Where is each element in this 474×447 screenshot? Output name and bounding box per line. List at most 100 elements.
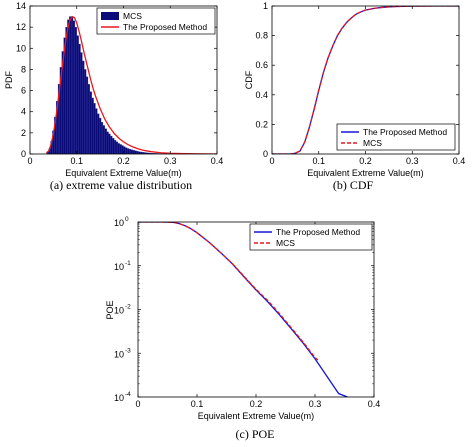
x-tick-label: 0.4 (453, 156, 466, 166)
histogram-bar (102, 125, 105, 154)
legend-label: MCS (276, 238, 295, 248)
histogram-bar (130, 149, 133, 154)
x-tick-label: 0 (27, 156, 32, 166)
y-tick-label: 10 (16, 43, 26, 53)
histogram-bar (70, 16, 74, 154)
y-tick-exponent: 0 (125, 216, 129, 223)
histogram-bar (93, 103, 96, 154)
x-axis-label: Equivalent Extreme Value(m) (65, 168, 181, 178)
y-axis-label: CDF (244, 70, 254, 89)
histogram-bar (136, 151, 139, 154)
x-tick-label: 0 (269, 156, 274, 166)
histogram-bar (85, 76, 89, 154)
histogram-bar (95, 108, 98, 154)
x-axis-label: Equivalent Extreme Value(m) (307, 168, 423, 178)
histogram-bar (104, 128, 107, 154)
panel-caption: (c) POE (236, 427, 275, 441)
y-tick-label: 10 (114, 262, 124, 272)
x-tick-label: 0.1 (70, 156, 83, 166)
histogram-bar (110, 135, 113, 154)
histogram-bar (112, 137, 115, 154)
series-line-2 (45, 15, 217, 154)
histogram-bar (134, 150, 137, 154)
legend-label: The Proposed Method (363, 127, 447, 137)
y-tick-label: 1 (263, 1, 268, 11)
y-tick-label: 0 (263, 149, 268, 159)
histogram-bar (72, 20, 76, 154)
histogram-bar (106, 131, 109, 154)
legend-box (96, 7, 216, 35)
x-tick-label: 0 (135, 399, 140, 409)
x-tick-label: 0.1 (312, 156, 325, 166)
x-tick-label: 0.4 (368, 399, 381, 409)
y-tick-label: 0.4 (255, 90, 268, 100)
x-tick-label: 0.1 (191, 399, 204, 409)
x-tick-label: 0.3 (309, 399, 322, 409)
panel-caption: (a) extreme value distribution (50, 178, 192, 192)
histogram-bar (99, 117, 102, 154)
y-tick-label: 2 (21, 128, 26, 138)
legend-label: The Proposed Method (123, 22, 207, 32)
histogram-bar (97, 113, 100, 154)
y-tick-exponent: -1 (125, 260, 131, 267)
plot-area (138, 222, 348, 397)
x-tick-label: 0.3 (164, 156, 177, 166)
histogram-bar (89, 91, 92, 154)
series-line-2 (272, 6, 459, 154)
histogram-bar (91, 97, 94, 154)
histogram-bar (82, 60, 85, 154)
legend-box (249, 223, 373, 251)
legend-label: MCS (123, 11, 142, 21)
chart-cdf: 0 0.1 0.2 0.3 0.4 0 0.2 0.4 0.6 0.8 1 Equivalent Ex… (244, 1, 465, 192)
chart-poe: 0 0.1 0.2 0.3 0.410-410-310-210-110 0Equivale… (105, 216, 380, 441)
legend-label: The Proposed Method (276, 227, 360, 237)
x-tick-label: 0.2 (359, 156, 372, 166)
x-tick-label: 0.2 (250, 399, 263, 409)
chart-pdf: 0 0.1 0.2 0.3 0.4 0 2 4 6 8 10 12 14 Equivalent Extre… (4, 1, 223, 192)
histogram-bar (125, 147, 128, 154)
y-tick-label: 10 (114, 349, 124, 359)
x-tick-label: 0.2 (117, 156, 130, 166)
y-tick-exponent: -2 (125, 304, 131, 311)
y-axis-label: POE (105, 300, 115, 319)
histogram-bar (67, 19, 70, 154)
y-axis-label: PDF (4, 70, 14, 89)
x-axis-label: Equivalent Extreme Value(m) (198, 411, 314, 421)
histogram-bar (65, 26, 68, 154)
histogram-bar (74, 26, 77, 154)
y-tick-label: 10 (114, 393, 124, 403)
y-tick-label: 10 (114, 306, 124, 316)
histogram-bar (87, 84, 90, 154)
histogram-bar (114, 140, 117, 154)
histogram-bar (127, 148, 130, 154)
histogram-bar (117, 143, 120, 154)
x-tick-label: 0.3 (406, 156, 419, 166)
y-tick-label: 0.6 (255, 60, 268, 70)
legend-swatch (101, 12, 119, 20)
histogram-bar (100, 122, 104, 154)
y-tick-label: 4 (21, 107, 26, 117)
histogram-bar (78, 43, 81, 154)
y-tick-label: 8 (21, 64, 26, 74)
legend-box (336, 123, 456, 151)
panel-caption: (b) CDF (333, 178, 374, 192)
y-tick-label: 0.2 (255, 119, 268, 129)
histogram-bar (69, 16, 72, 154)
y-tick-label: 12 (16, 22, 26, 32)
y-tick-exponent: -3 (125, 347, 131, 354)
plot-area (45, 15, 217, 154)
histogram-bar (119, 144, 122, 154)
histogram-bar (108, 133, 111, 154)
legend-label: MCS (363, 138, 382, 148)
y-tick-label: 14 (16, 1, 26, 11)
y-tick-label: 0.8 (255, 31, 268, 41)
histogram-bar (128, 149, 132, 154)
histogram-bar (80, 52, 83, 154)
x-tick-label: 0.4 (211, 156, 224, 166)
y-tick-label: 6 (21, 86, 26, 96)
y-tick-label: 0 (21, 149, 26, 159)
histogram-bar (132, 150, 135, 154)
